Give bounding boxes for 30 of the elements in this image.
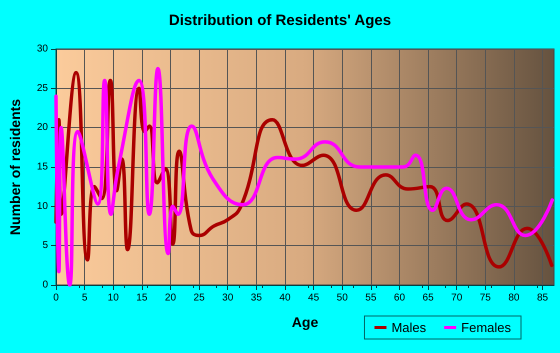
x-tick-label: 35 bbox=[250, 292, 262, 304]
x-tick-label: 5 bbox=[82, 292, 88, 304]
y-tick-label: 30 bbox=[36, 44, 48, 54]
y-tick-label: 5 bbox=[42, 240, 48, 252]
x-tick-label: 85 bbox=[536, 292, 549, 304]
y-tick-label: 0 bbox=[42, 280, 48, 290]
y-tick-label: 25 bbox=[36, 82, 48, 94]
x-tick-label: 15 bbox=[136, 292, 148, 304]
legend-label: Males bbox=[391, 320, 427, 335]
x-tick-label: 80 bbox=[508, 292, 520, 304]
x-axis-title: Age bbox=[292, 314, 318, 330]
x-tick-label: 20 bbox=[164, 292, 176, 304]
x-tick-label: 10 bbox=[108, 292, 120, 304]
chart-title: Distribution of Residents' Ages bbox=[168, 12, 392, 29]
x-tick-label: 70 bbox=[451, 292, 463, 304]
x-tick-label: 65 bbox=[422, 292, 434, 304]
y-axis-title: Number of residents bbox=[7, 98, 23, 236]
x-tick-label: 0 bbox=[53, 292, 60, 304]
legend-label: Females bbox=[461, 320, 512, 335]
x-tick-label: 30 bbox=[222, 292, 234, 304]
x-tick-label: 55 bbox=[365, 292, 377, 304]
x-tick-label: 40 bbox=[279, 292, 291, 304]
y-tick-label: 15 bbox=[36, 162, 48, 172]
x-tick-label: 75 bbox=[480, 292, 492, 304]
x-tick-label: 45 bbox=[308, 292, 320, 304]
x-tick-label: 60 bbox=[394, 292, 406, 304]
y-tick-label: 20 bbox=[36, 122, 48, 134]
x-tick-label: 25 bbox=[194, 292, 206, 304]
x-tick-label: 50 bbox=[336, 292, 348, 304]
y-tick-label: 10 bbox=[36, 200, 48, 212]
